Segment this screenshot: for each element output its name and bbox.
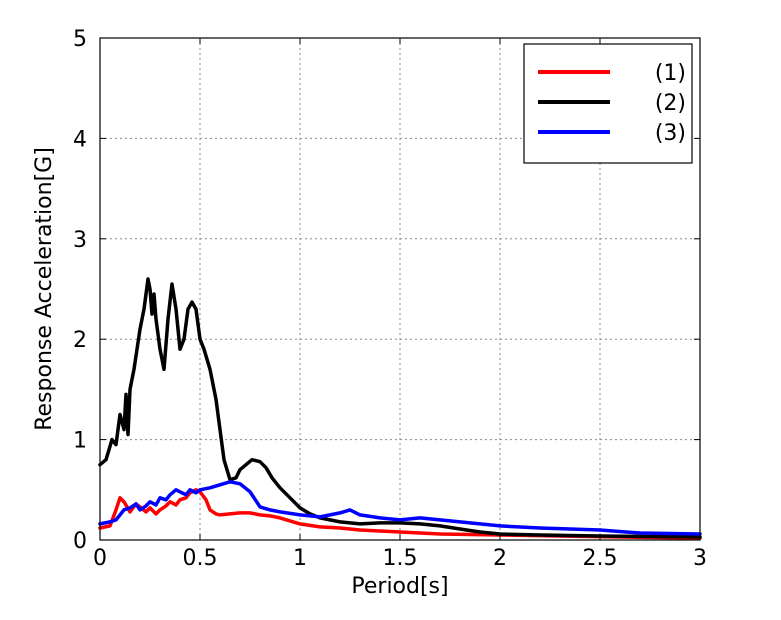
series-line-2	[98, 277, 702, 539]
legend-label-3: (3)	[655, 121, 686, 146]
series-line-3	[98, 480, 702, 536]
legend: (1) (2) (3)	[523, 43, 693, 164]
y-tick-label: 4	[73, 127, 87, 152]
y-tick-label: 0	[73, 529, 87, 554]
y-tick-label: 2	[73, 328, 87, 353]
x-tick-label: 0.5	[183, 546, 218, 571]
x-tick-label: 1	[293, 546, 307, 571]
y-axis-label: Response Acceleration[G]	[32, 147, 57, 431]
x-tick-label: 1.5	[383, 546, 418, 571]
y-tick-label: 1	[73, 429, 87, 454]
legend-label-2: (2)	[655, 91, 686, 116]
y-tick-label: 3	[73, 228, 87, 253]
x-axis-label: Period[s]	[351, 574, 448, 599]
x-tick-label: 3	[693, 546, 707, 571]
x-tick-label: 2.5	[583, 546, 618, 571]
legend-label-1: (1)	[655, 61, 686, 86]
x-tick-label: 0	[93, 546, 107, 571]
y-tick-label: 5	[73, 27, 87, 52]
ticks: 0 0.5 1 1.5 2 2.5 3 0 1 2 3 4 5	[73, 27, 707, 571]
x-tick-label: 2	[493, 546, 507, 571]
series-lines	[98, 277, 702, 540]
